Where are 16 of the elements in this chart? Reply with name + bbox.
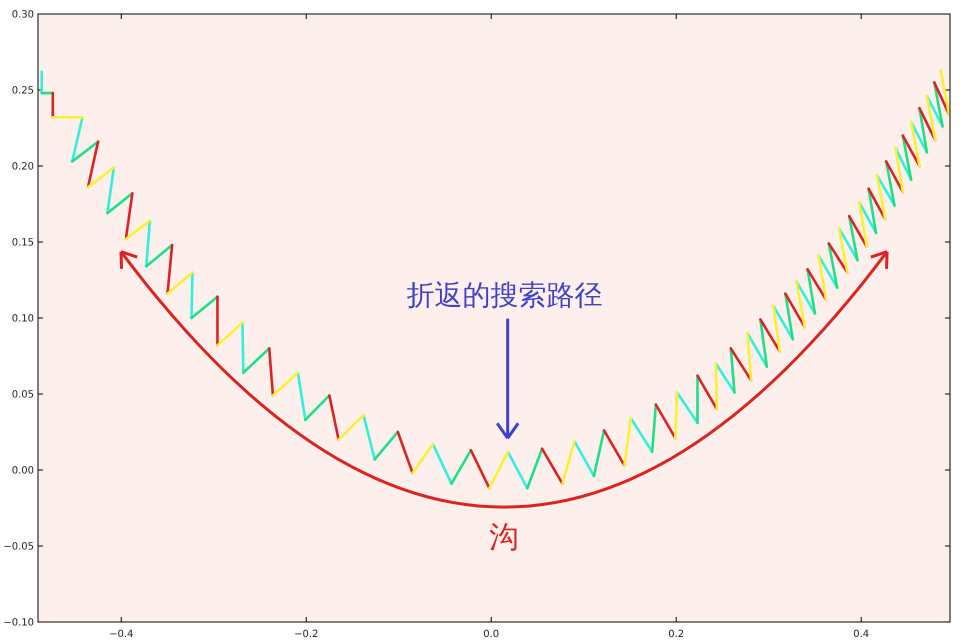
y-tick-label: 0.05 — [12, 390, 34, 400]
y-tick-label: −0.05 — [3, 542, 34, 552]
y-tick-label: 0.30 — [12, 10, 34, 20]
y-tick-label: 0.15 — [12, 238, 34, 248]
annotation: 折返的搜索路径 — [406, 278, 603, 312]
y-tick-label: 0.20 — [12, 162, 34, 172]
y-tick-label: 0.10 — [12, 314, 34, 324]
x-tick-label: 0.2 — [668, 629, 684, 640]
x-tick-label: −0.4 — [109, 629, 134, 640]
y-tick-label: 0.00 — [12, 466, 34, 476]
y-tick-label: −0.10 — [3, 618, 34, 628]
x-tick-label: 0.4 — [853, 629, 870, 640]
annotation: 沟 — [489, 520, 520, 556]
x-tick-label: −0.2 — [294, 629, 318, 640]
x-tick-label: 0.0 — [483, 629, 500, 640]
y-tick-label: 0.25 — [12, 86, 34, 96]
